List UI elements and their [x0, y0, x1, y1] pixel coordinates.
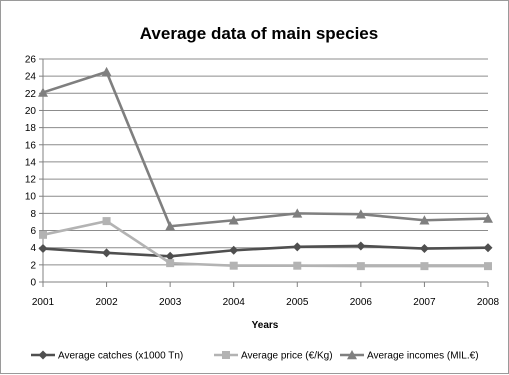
legend-marker: [38, 350, 48, 360]
x-tick-label: 2003: [159, 297, 182, 308]
y-tick-label: 4: [30, 243, 36, 254]
x-axis-title: Years: [252, 320, 279, 331]
series-line: [42, 219, 488, 268]
series-1: [38, 241, 493, 261]
x-tick-label: 2001: [32, 297, 55, 308]
data-point: [356, 262, 365, 271]
series-line: [42, 70, 489, 228]
data-point: [355, 209, 366, 219]
chart-title: Average data of main species: [140, 24, 378, 43]
x-tick-label: 2008: [477, 297, 500, 308]
x-tick-label: 2007: [413, 297, 436, 308]
legend-item: Average catches (x1000 Tn): [31, 350, 183, 362]
data-point: [102, 217, 111, 226]
data-point: [419, 215, 430, 225]
y-tick-label: 22: [25, 89, 37, 100]
data-point: [229, 261, 238, 270]
data-point: [229, 245, 239, 255]
legend-label: Average price (€/Kg): [241, 351, 333, 362]
legend-label: Average incomes (MIL.€): [367, 351, 479, 362]
y-tick-label: 10: [25, 192, 37, 203]
data-point: [165, 251, 175, 261]
y-tick-label: 24: [25, 72, 37, 83]
data-point: [293, 261, 302, 270]
y-tick-label: 18: [25, 123, 37, 134]
data-point: [483, 243, 493, 253]
x-tick-label: 2006: [350, 297, 373, 308]
data-point: [228, 215, 239, 225]
y-tick-label: 16: [25, 140, 37, 151]
legend-item: Average price (€/Kg): [214, 351, 333, 362]
data-point: [419, 244, 429, 254]
y-tick-label: 8: [30, 209, 36, 220]
data-point: [420, 262, 429, 271]
y-tick-label: 12: [25, 175, 37, 186]
y-tick-label: 6: [30, 226, 36, 237]
data-point: [483, 213, 493, 223]
data-point: [292, 208, 303, 218]
legend-item: Average incomes (MIL.€): [340, 350, 479, 362]
y-tick-label: 26: [25, 55, 37, 66]
legend-label: Average catches (x1000 Tn): [58, 351, 183, 362]
data-point: [39, 230, 47, 239]
x-tick-label: 2002: [95, 297, 118, 308]
x-tick-label: 2004: [223, 297, 246, 308]
y-tick-label: 14: [25, 157, 37, 168]
data-point: [166, 259, 175, 268]
series-3: [38, 66, 493, 231]
data-point: [38, 87, 48, 97]
data-point: [356, 241, 366, 251]
series-line: [42, 244, 489, 258]
legend-marker: [347, 350, 357, 360]
data-point: [102, 248, 112, 258]
data-point: [165, 221, 176, 231]
series-2: [39, 217, 492, 271]
data-point: [484, 262, 492, 271]
gridlines: [43, 58, 488, 283]
data-point: [101, 66, 112, 77]
y-tick-label: 20: [25, 106, 37, 117]
legend: Average catches (x1000 Tn) Average price …: [31, 350, 479, 362]
y-tick-label: 2: [30, 260, 36, 271]
series-layer: [38, 66, 493, 271]
x-tick-label: 2005: [286, 297, 309, 308]
data-point: [292, 242, 302, 252]
data-point: [38, 244, 48, 254]
legend-marker: [222, 351, 230, 359]
y-tick-label: 0: [30, 278, 36, 289]
